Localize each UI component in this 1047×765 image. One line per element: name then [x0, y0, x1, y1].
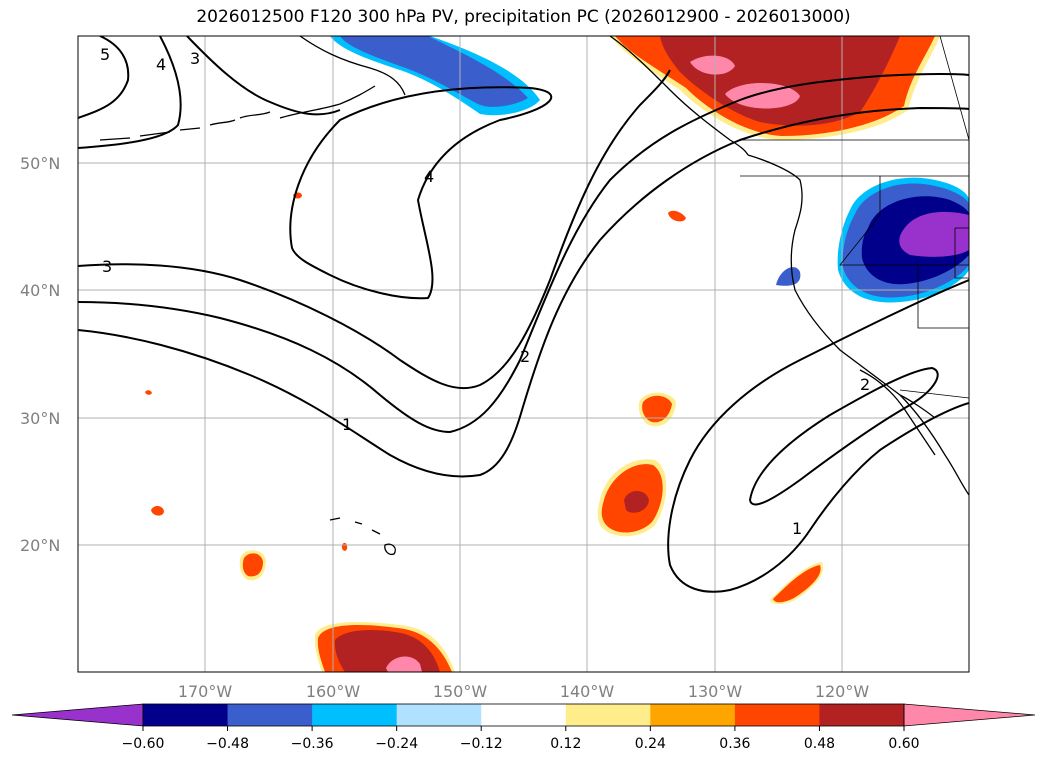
- colorbar-segment: [396, 704, 482, 726]
- borders: [740, 36, 969, 399]
- colorbar-segment: [481, 704, 567, 726]
- border-state-1: [839, 176, 969, 266]
- colorbar-tick-label: −0.24: [375, 736, 418, 752]
- contour-4-closed: [289, 86, 553, 300]
- colorbar-outline: [142, 703, 905, 727]
- colorbar-segment: [650, 704, 736, 726]
- coast-alaska: [99, 36, 406, 141]
- lat-tick-label: 20°N: [20, 536, 60, 555]
- coast-us-west: [747, 154, 969, 496]
- border-ab-bc: [740, 36, 969, 141]
- colorbar-tick-label: −0.12: [460, 736, 503, 752]
- lon-tick-label: 140°W: [560, 682, 615, 701]
- contour-label: 4: [156, 55, 166, 74]
- precip-blob-pnw-pink1: [690, 55, 735, 75]
- colorbar-extend-min: [11, 703, 144, 727]
- contour-4-nw: [78, 36, 182, 149]
- contour-3-west: [78, 69, 671, 390]
- lon-tick-label: 150°W: [433, 682, 488, 701]
- contour-label: 2: [520, 347, 530, 366]
- pv-contours: [78, 36, 969, 593]
- colorbar-tick-label: 0.24: [635, 736, 666, 752]
- colorbar: −0.60 −0.48 −0.36 −0.24 −0.12 0.12 0.24 0.36 0.4…: [11, 703, 1036, 752]
- colorbar-tick-label: 0.12: [550, 736, 581, 752]
- lat-tick-label: 50°N: [20, 154, 60, 173]
- precip-blob-south-pink: [386, 656, 422, 672]
- colorbar-segment: [227, 704, 313, 726]
- colorbar-segment: [565, 704, 651, 726]
- contour-label: 4: [424, 167, 434, 186]
- colorbar-tick-label: 0.36: [719, 736, 750, 752]
- precip-blob-interior-purple: [899, 211, 969, 257]
- gridlines: [78, 36, 969, 672]
- precip-blob-mid2-red: [624, 491, 649, 513]
- map-frame: [77, 35, 970, 673]
- colorbar-segment: [734, 704, 820, 726]
- contour-3-nw: [186, 36, 341, 116]
- lon-tick-label: 120°W: [815, 682, 870, 701]
- colorbar-segment: [312, 704, 398, 726]
- contour-labels: 5 4 3 4 3 2 1 2 1: [100, 45, 870, 538]
- colorbar-extend-max: [903, 703, 1036, 727]
- colorbar-segment: [819, 704, 905, 726]
- lon-tick-label: 160°W: [306, 682, 361, 701]
- coast-baja: [859, 369, 936, 456]
- border-us-mexico: [899, 389, 969, 399]
- precip-blob-se-core: [773, 565, 821, 603]
- colorbar-tick-label: −0.60: [122, 736, 165, 752]
- precip-blob-small-2: [668, 210, 686, 222]
- chart-title: 2026012500 F120 300 hPa PV, precipitatio…: [196, 7, 851, 27]
- contour-2: [78, 73, 969, 434]
- colorbar-tick-label: 0.48: [804, 736, 835, 752]
- colorbar-tick-label: −0.48: [206, 736, 249, 752]
- border-state-3: [954, 227, 969, 279]
- contour-5: [78, 36, 130, 119]
- coastlines: [99, 36, 969, 556]
- colorbar-tick-label: −0.36: [291, 736, 334, 752]
- lon-labels: 170°W 160°W 150°W 140°W 130°W 120°W: [178, 682, 870, 701]
- precip-blob-mid1-core: [642, 395, 672, 423]
- lat-tick-label: 30°N: [20, 409, 60, 428]
- lon-tick-label: 130°W: [688, 682, 743, 701]
- contour-label: 2: [860, 375, 870, 394]
- colorbar-segment: [143, 704, 229, 726]
- precip-fills: [145, 36, 969, 672]
- precip-blob-small-4: [151, 505, 164, 516]
- contour-label: 1: [342, 415, 352, 434]
- lon-tick-label: 170°W: [178, 682, 233, 701]
- coast-bc: [609, 36, 749, 156]
- coast-hawaii: [329, 517, 396, 556]
- precip-blob-alaska-core: [340, 36, 528, 107]
- contour-label: 3: [102, 257, 112, 276]
- contour-1-se: [667, 279, 969, 593]
- contour-label: 1: [792, 519, 802, 538]
- precip-blob-small-3: [145, 390, 152, 395]
- lat-labels: 20°N 30°N 40°N 50°N: [20, 154, 60, 555]
- contour-2-se: [748, 366, 939, 506]
- colorbar-tick-label: 0.60: [888, 736, 919, 752]
- border-state-2: [917, 265, 969, 329]
- contour-label: 5: [100, 45, 110, 64]
- contour-label: 3: [190, 49, 200, 68]
- contour-1: [78, 106, 969, 478]
- precip-blob-mid3-core: [242, 553, 263, 577]
- precip-blob-coast-blue: [776, 267, 801, 286]
- lat-tick-label: 40°N: [20, 281, 60, 300]
